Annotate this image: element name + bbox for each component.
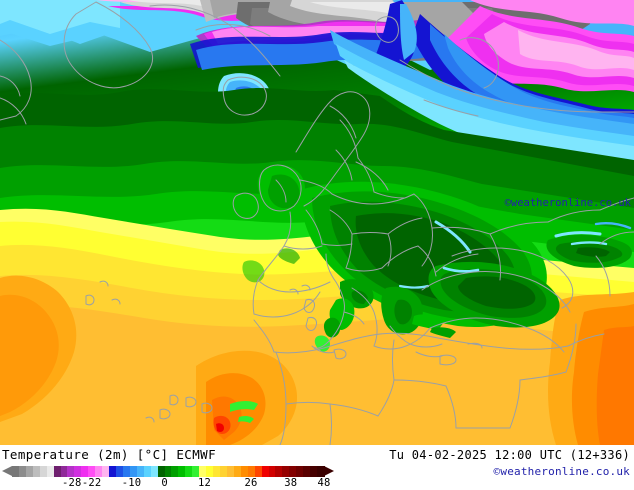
color-swatch [122, 466, 131, 477]
color-scale-tick-label: 12 [197, 477, 212, 489]
map-footer: Temperature (2m) [°C] ECMWF Tu 04-02-202… [0, 445, 634, 490]
color-swatch [282, 466, 290, 477]
color-swatch [12, 466, 20, 477]
color-swatch [53, 466, 62, 477]
color-scale-tick-label: 38 [284, 477, 298, 489]
color-swatch [46, 466, 55, 477]
color-swatch [81, 466, 89, 477]
color-scale-tick-label: -28 [61, 477, 82, 489]
color-swatch [171, 466, 179, 477]
color-swatch [226, 466, 235, 477]
atlantic-warm-pool [0, 275, 77, 422]
color-swatch [18, 466, 27, 477]
color-scale-bar [2, 466, 334, 477]
color-swatch [39, 466, 48, 477]
color-swatch [25, 466, 34, 477]
color-swatch [88, 466, 96, 477]
color-swatch [129, 466, 138, 477]
color-scale-tick-label: -22 [81, 477, 102, 489]
color-swatch [247, 466, 256, 477]
color-swatch [136, 466, 145, 477]
color-swatch [116, 466, 124, 477]
color-swatch [254, 466, 263, 477]
color-swatch [185, 466, 193, 477]
color-swatch [261, 466, 270, 477]
color-swatch [199, 466, 207, 477]
color-swatch [143, 466, 152, 477]
color-swatch [109, 466, 117, 477]
color-swatch [303, 466, 311, 477]
color-swatch [178, 466, 186, 477]
color-swatch [157, 466, 166, 477]
color-swatch [150, 466, 159, 477]
color-scale-over-arrow [324, 466, 334, 476]
color-scale-tick-label: 0 [161, 477, 168, 489]
color-swatch [240, 466, 249, 477]
color-scale-ticks: -28 -22 -10 0 12 26 38 48 [0, 477, 340, 489]
color-swatch [60, 466, 69, 477]
color-swatch [317, 466, 325, 477]
color-swatch [74, 466, 82, 477]
temperature-field-russia [330, 0, 634, 172]
color-swatch [102, 466, 110, 477]
north-africa-field [196, 350, 298, 445]
copyright-notice: ©weatheronline.co.uk [493, 465, 630, 478]
map-watermark: ©weatheronline.co.uk [505, 197, 632, 209]
coastlines-and-borders [0, 1, 634, 445]
color-swatch [164, 466, 173, 477]
temperature-map[interactable]: ©weatheronline.co.uk [0, 0, 634, 445]
map-canvas: ©weatheronline.co.uk [0, 0, 634, 445]
color-swatch [310, 466, 318, 477]
color-swatch [206, 466, 214, 477]
color-swatch [296, 466, 304, 477]
page-title: Temperature (2m) [°C] ECMWF [2, 447, 216, 462]
color-swatch [192, 466, 200, 477]
color-scale-tick-label: 48 [317, 477, 331, 489]
color-scale-tick-label: 26 [244, 477, 258, 489]
color-swatch [268, 466, 277, 477]
cold-river-features [398, 220, 632, 289]
color-swatch [32, 466, 41, 477]
color-swatch [275, 466, 283, 477]
color-swatch [213, 466, 221, 477]
color-swatch [95, 466, 103, 477]
color-swatch [67, 466, 75, 477]
color-scale-tick-label: -10 [121, 477, 142, 489]
color-scale-under-arrow [2, 466, 12, 476]
color-swatch [289, 466, 297, 477]
color-swatch [233, 466, 242, 477]
egypt-warm-field [548, 292, 634, 445]
valid-time-stamp: Tu 04-02-2025 12:00 UTC (12+336) [389, 448, 630, 462]
color-swatch [220, 466, 228, 477]
